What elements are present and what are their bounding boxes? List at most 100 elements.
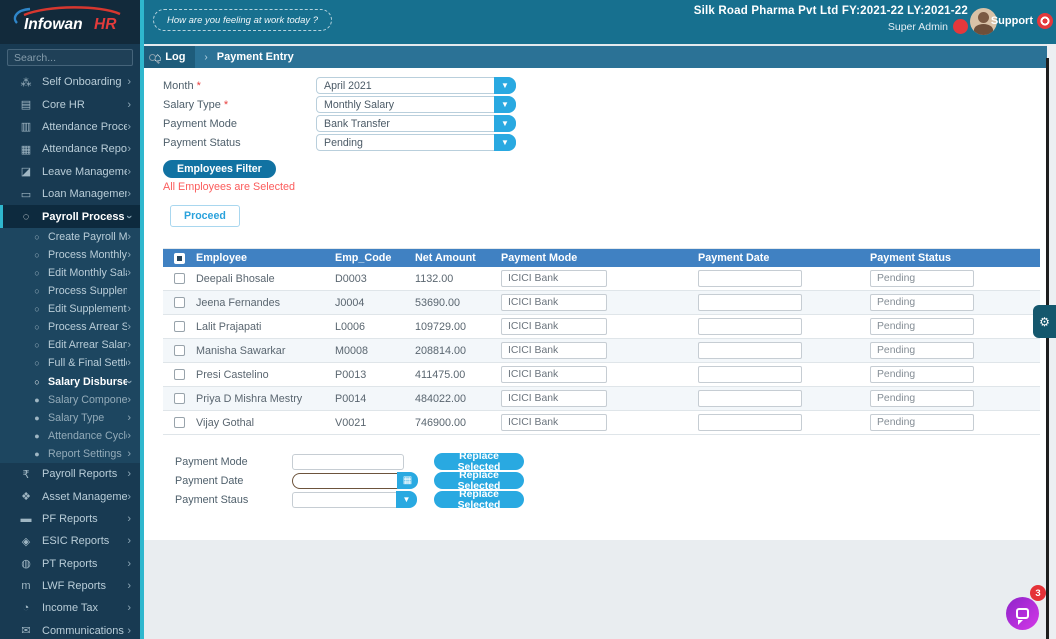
payment-table: Employee Emp_Code Net Amount Payment Mod… <box>163 248 1040 435</box>
row-checkbox[interactable] <box>174 297 185 308</box>
payment-date-input[interactable] <box>698 294 802 311</box>
payment-mode-input[interactable] <box>501 294 607 311</box>
sidebar-item-leave-management[interactable]: ◪ Leave Management › <box>0 161 140 183</box>
mood-survey-button[interactable]: How are you feeling at work today ? <box>153 9 333 31</box>
calendar-icon[interactable]: ▦ <box>397 472 418 489</box>
payment-mode-input[interactable] <box>501 366 607 383</box>
sidebar-item-attendance-process[interactable]: ▥ Attendance Process › <box>0 116 140 138</box>
settings-gear-button[interactable]: ⚙ <box>1033 305 1056 338</box>
sidebar-item-payroll-reports[interactable]: ₹ Payroll Reports › <box>0 463 140 485</box>
sidebar-item-pf-reports[interactable]: ▬ PF Reports › <box>0 508 140 530</box>
payment-date-input[interactable] <box>698 366 802 383</box>
sidebar-item-communications[interactable]: ✉ Communications › <box>0 620 140 639</box>
proceed-button[interactable]: Proceed <box>170 205 240 227</box>
sidebar-item-attendance-cycle[interactable]: ● Attendance Cycle › <box>0 426 140 445</box>
sidebar-item-salary-components[interactable]: ● Salary Components › <box>0 390 140 409</box>
chevron-down-icon[interactable]: ▼ <box>494 115 516 132</box>
sidebar-item-process-monthly-salary[interactable]: ○ Process Monthly Salary › <box>0 245 140 264</box>
user-avatar[interactable] <box>970 8 997 35</box>
radio-icon: ○ <box>34 286 40 297</box>
chevron-down-icon[interactable]: ▼ <box>494 134 516 151</box>
sidebar-item-esic-reports[interactable]: ◈ ESIC Reports › <box>0 530 140 552</box>
sidebar-item-create-payroll-month[interactable]: ○ Create Payroll Month › <box>0 227 140 246</box>
row-checkbox[interactable] <box>174 393 185 404</box>
sidebar-item-attendance-reports[interactable]: ▦ Attendance Reports › <box>0 138 140 160</box>
bulk-payment-status-select[interactable] <box>292 491 396 508</box>
sidebar-item-label: Process Monthly Salary <box>48 248 127 261</box>
sidebar-item-core-hr[interactable]: ▤ Core HR › <box>0 93 140 115</box>
employee-code: D0003 <box>335 272 367 285</box>
chevron-down-icon[interactable]: ▼ <box>494 77 516 94</box>
bulk-payment-date-input[interactable] <box>292 472 397 489</box>
payment-status-input[interactable] <box>870 342 974 359</box>
payment-status-input[interactable] <box>870 390 974 407</box>
payment-status-input[interactable] <box>870 270 974 287</box>
employee-code: L0006 <box>335 320 366 333</box>
vertical-scrollbar[interactable] <box>1046 58 1049 639</box>
payment-date-input[interactable] <box>698 414 802 431</box>
salary-type-select[interactable]: Monthly Salary ▼ <box>316 96 516 113</box>
sidebar-item-label: Edit Monthly Salary <box>48 266 127 279</box>
payment-status-input[interactable] <box>870 294 974 311</box>
row-checkbox[interactable] <box>174 321 185 332</box>
support-button[interactable]: Support <box>991 13 1053 29</box>
payment-mode-input[interactable] <box>501 414 607 431</box>
search-input[interactable] <box>14 51 149 64</box>
sidebar-item-payroll-process[interactable]: ◌ Payroll Process › <box>0 205 140 228</box>
payment-status-input[interactable] <box>870 366 974 383</box>
sidebar-item-edit-arrear-salary[interactable]: ○ Edit Arrear Salary › <box>0 336 140 355</box>
sidebar-item-report-settings[interactable]: ● Report Settings › <box>0 444 140 463</box>
payment-date-input[interactable] <box>698 318 802 335</box>
payment-status-select[interactable]: Pending ▼ <box>316 134 516 151</box>
sidebar-item-salary-type[interactable]: ● Salary Type › <box>0 408 140 427</box>
chat-fab-button[interactable] <box>1006 597 1039 630</box>
payment-mode-input[interactable] <box>501 318 607 335</box>
payment-status-input[interactable] <box>870 318 974 335</box>
attendance-reports-icon: ▦ <box>20 143 32 156</box>
payment-mode-select[interactable]: Bank Transfer ▼ <box>316 115 516 132</box>
net-amount: 109729.00 <box>415 320 467 333</box>
chevron-right-icon: › <box>127 624 131 637</box>
select-all-checkbox[interactable] <box>174 252 185 264</box>
payment-date-input[interactable] <box>698 390 802 407</box>
sidebar-item-pt-reports[interactable]: ◍ PT Reports › <box>0 553 140 575</box>
replace-selected-mode-button[interactable]: Replace Selected <box>434 451 524 473</box>
row-checkbox[interactable] <box>174 273 185 284</box>
chevron-down-icon[interactable]: ▼ <box>494 96 516 113</box>
payment-date-input[interactable] <box>698 342 802 359</box>
replace-selected-date-button[interactable]: Replace Selected <box>434 470 524 492</box>
chevron-right-icon: › <box>127 303 131 316</box>
payment-mode-input[interactable] <box>501 342 607 359</box>
col-net-amount: Net Amount <box>415 252 476 264</box>
employee-name: Lalit Prajapati <box>196 320 262 333</box>
sidebar-item-label: Payroll Process <box>42 210 125 223</box>
payment-date-input[interactable] <box>698 270 802 287</box>
payment-mode-input[interactable] <box>501 270 607 287</box>
employees-filter-button[interactable]: Employees Filter <box>163 160 276 178</box>
payment-status-input[interactable] <box>870 414 974 431</box>
month-select[interactable]: April 2021 ▼ <box>316 77 516 94</box>
sidebar-item-asset-management[interactable]: ❖ Asset Management › <box>0 485 140 507</box>
row-checkbox[interactable] <box>174 345 185 356</box>
bulk-payment-mode-input[interactable] <box>292 453 404 470</box>
payment-mode-input[interactable] <box>501 390 607 407</box>
sidebar-item-loan-management[interactable]: ▭ Loan Management › <box>0 183 140 205</box>
sidebar-item-income-tax[interactable]: ◔ Income Tax › <box>0 597 140 619</box>
chevron-down-icon[interactable]: ▼ <box>396 491 417 508</box>
sidebar-item-process-supplementary-sal[interactable]: ○ Process Supplementary Sal › <box>0 282 140 301</box>
logo-swoosh-red <box>23 6 121 17</box>
row-checkbox[interactable] <box>174 417 185 428</box>
sidebar-item-edit-monthly-salary[interactable]: ○ Edit Monthly Salary › <box>0 263 140 283</box>
notification-dot-icon[interactable] <box>953 19 968 34</box>
sidebar-item-salary-disbursement[interactable]: ○ Salary Disbursement › <box>0 372 140 391</box>
sidebar-item-full-final-settlement[interactable]: ○ Full & Final Settlement › <box>0 354 140 373</box>
sidebar-item-edit-supplementary-sal[interactable]: ○ Edit Supplementary Sal › <box>0 300 140 319</box>
sidebar-item-lwf-reports[interactable]: m LWF Reports › <box>0 575 140 597</box>
sidebar-item-self-onboarding[interactable]: ⁂ Self Onboarding › <box>0 71 140 93</box>
row-checkbox[interactable] <box>174 369 185 380</box>
sidebar-item-process-arrear-salary[interactable]: ○ Process Arrear Salary › <box>0 318 140 337</box>
chevron-right-icon: › <box>127 143 131 156</box>
top-bar: How are you feeling at work today ? Silk… <box>0 0 1056 44</box>
app-logo[interactable]: Infowan HR <box>0 0 140 44</box>
replace-selected-status-button[interactable]: Replace Selected <box>434 489 524 511</box>
